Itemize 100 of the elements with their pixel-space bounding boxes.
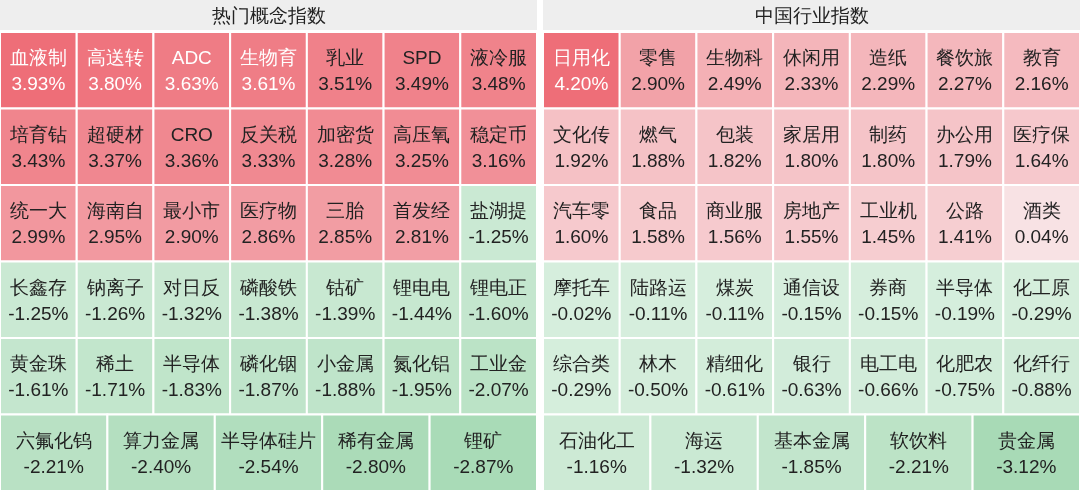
category-label: 盐湖提 (470, 200, 528, 222)
category-label: 房地产 (783, 200, 840, 222)
category-label: 乳业 (326, 47, 365, 69)
data-label: -1.32% (674, 455, 735, 477)
data-label: -1.39% (315, 302, 376, 324)
category-label: 银行 (791, 353, 831, 375)
data-label: -1.25% (8, 302, 69, 324)
category-label: 医疗物 (240, 200, 297, 222)
data-label: -0.11% (705, 302, 765, 324)
data-label: 1.56% (707, 226, 762, 248)
data-label: 1.88% (631, 149, 686, 171)
data-label: -2.21% (23, 455, 84, 477)
data-label: 1.80% (861, 149, 916, 171)
category-label: 综合类 (552, 353, 610, 375)
data-label: -1.88% (315, 379, 376, 401)
data-label: -1.71% (84, 379, 146, 401)
data-label: -3.12% (996, 455, 1057, 477)
data-label: 3.43% (11, 149, 66, 171)
category-label: 对日反 (163, 276, 221, 298)
category-label: 三胎 (326, 200, 365, 222)
category-label: 反关税 (240, 123, 297, 145)
category-label: 电工电 (859, 353, 917, 375)
data-label: 1.92% (554, 149, 609, 171)
category-label: 稳定币 (470, 123, 528, 145)
category-label: 通信设 (783, 276, 840, 298)
category-label: CRO (170, 123, 213, 145)
category-label: ADC (171, 47, 212, 69)
data-label: -2.54% (238, 455, 299, 477)
data-label: 2.90% (631, 73, 686, 95)
data-label: 3.49% (394, 73, 449, 95)
category-label: 化工原 (1013, 276, 1071, 298)
data-label: 2.29% (861, 73, 916, 95)
category-label: 锂矿 (463, 429, 503, 451)
data-label: 3.36% (164, 149, 219, 171)
category-label: 稀有金属 (337, 429, 414, 451)
data-label: -2.40% (131, 455, 192, 477)
data-label: 2.95% (88, 226, 143, 248)
data-label: -1.83% (161, 379, 222, 401)
data-label: -2.87% (453, 455, 514, 477)
data-label: 0.04% (1014, 226, 1069, 248)
category-label: 锂电正 (469, 276, 528, 298)
data-label: -0.66% (858, 379, 919, 401)
category-label: 统一大 (9, 200, 67, 222)
text: 中国行业指数 (754, 5, 869, 26)
data-label: -1.16% (566, 455, 627, 477)
category-label: 汽车零 (552, 200, 610, 222)
category-label: 文化传 (552, 123, 610, 145)
category-label: 石油化工 (558, 429, 635, 451)
category-label: 办公用 (936, 123, 994, 145)
category-label: 工业机 (859, 200, 917, 222)
data-label: -0.15% (781, 302, 842, 324)
category-label: 算力金属 (123, 429, 200, 451)
category-label: 海南自 (86, 200, 144, 222)
data-label: 2.90% (164, 226, 219, 248)
category-label: 钠离子 (85, 276, 144, 298)
data-label: -1.95% (391, 379, 453, 401)
data-label: -0.29% (1011, 302, 1072, 324)
category-label: 造纸 (869, 47, 908, 69)
category-label: 高送转 (86, 47, 144, 69)
category-label: 加密货 (316, 123, 374, 145)
data-label: 1.79% (937, 149, 992, 171)
data-label: -0.75% (934, 379, 996, 401)
category-label: 煤炭 (715, 276, 754, 298)
category-label: 小金属 (316, 353, 374, 375)
text: 热门概念指数 (211, 5, 326, 26)
data-label: -1.38% (238, 302, 299, 324)
data-label: 1.82% (707, 149, 762, 171)
data-label: 1.60% (554, 226, 609, 248)
data-label: 2.27% (937, 73, 992, 95)
data-label: 4.20% (554, 73, 609, 95)
category-label: 生物科 (706, 47, 764, 69)
data-label: -1.87% (238, 379, 299, 401)
category-label: 最小市 (163, 200, 221, 222)
data-label: 3.63% (164, 73, 219, 95)
category-label: 血液制 (9, 47, 67, 69)
category-label: 零售 (639, 47, 678, 69)
category-label: 化纤行 (1013, 353, 1071, 375)
data-label: -1.26% (84, 302, 146, 324)
category-label: 商业服 (706, 200, 764, 222)
data-label: -2.07% (468, 379, 529, 401)
category-label: 基本金属 (773, 429, 850, 451)
category-label: 精细化 (706, 353, 764, 375)
category-label: 陆路运 (629, 276, 687, 298)
data-label: 3.61% (241, 73, 296, 95)
data-label: -1.85% (781, 455, 842, 477)
category-label: 半导体 (163, 353, 221, 375)
category-label: 半导体 (936, 276, 994, 298)
data-label: 3.37% (88, 149, 143, 171)
category-label: 钴矿 (325, 276, 365, 298)
data-label: 3.93% (11, 73, 66, 95)
category-label: 稀土 (96, 353, 135, 375)
category-label: 餐饮旅 (936, 47, 994, 69)
data-label: -0.11% (628, 302, 688, 324)
category-label: 软饮料 (890, 429, 948, 451)
category-label: 首发经 (393, 200, 451, 222)
data-label: 2.16% (1014, 73, 1069, 95)
category-label: 燃气 (639, 123, 678, 145)
category-label: 磷酸铁 (239, 276, 297, 298)
data-label: -0.02% (551, 302, 612, 324)
data-label: -0.63% (781, 379, 842, 401)
